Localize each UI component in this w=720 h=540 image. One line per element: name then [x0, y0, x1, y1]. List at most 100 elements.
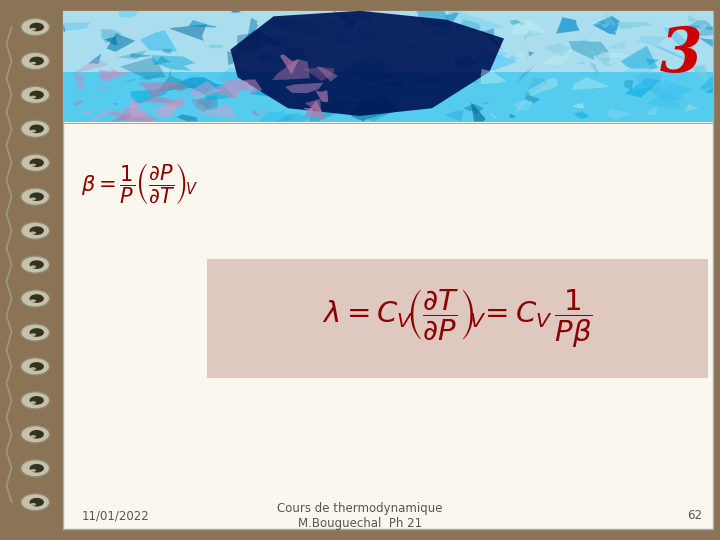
Ellipse shape: [21, 188, 50, 205]
Ellipse shape: [30, 328, 44, 337]
Polygon shape: [687, 21, 713, 37]
Ellipse shape: [30, 28, 36, 30]
Ellipse shape: [30, 62, 36, 64]
Polygon shape: [157, 69, 200, 92]
Polygon shape: [191, 99, 215, 112]
Polygon shape: [272, 59, 310, 80]
Ellipse shape: [30, 401, 36, 404]
Polygon shape: [81, 111, 93, 116]
Polygon shape: [280, 54, 299, 75]
Polygon shape: [701, 87, 713, 94]
Polygon shape: [460, 20, 481, 33]
Ellipse shape: [30, 130, 36, 132]
Polygon shape: [327, 31, 356, 43]
Polygon shape: [133, 97, 161, 103]
Polygon shape: [416, 11, 451, 27]
Polygon shape: [345, 59, 351, 62]
Polygon shape: [621, 46, 658, 70]
Ellipse shape: [21, 120, 50, 138]
Polygon shape: [480, 28, 495, 41]
Ellipse shape: [30, 260, 44, 269]
Polygon shape: [509, 114, 516, 118]
Polygon shape: [404, 44, 415, 48]
Polygon shape: [130, 87, 171, 106]
Polygon shape: [285, 83, 323, 93]
Polygon shape: [445, 111, 464, 122]
Polygon shape: [693, 65, 706, 73]
Polygon shape: [596, 52, 630, 58]
Polygon shape: [304, 107, 313, 111]
Polygon shape: [188, 20, 217, 28]
Polygon shape: [266, 19, 319, 37]
Polygon shape: [249, 78, 283, 96]
Polygon shape: [252, 111, 259, 116]
Polygon shape: [316, 66, 338, 82]
Polygon shape: [63, 23, 90, 31]
Ellipse shape: [30, 125, 44, 133]
Polygon shape: [138, 82, 181, 99]
Ellipse shape: [21, 494, 50, 511]
Polygon shape: [517, 52, 526, 65]
Polygon shape: [303, 47, 325, 63]
Polygon shape: [400, 76, 432, 84]
Polygon shape: [509, 20, 521, 25]
Polygon shape: [333, 11, 366, 26]
Polygon shape: [413, 74, 418, 76]
Ellipse shape: [30, 498, 44, 507]
Polygon shape: [516, 100, 527, 112]
Polygon shape: [122, 107, 158, 122]
Polygon shape: [663, 28, 693, 49]
Polygon shape: [356, 102, 396, 122]
Polygon shape: [209, 45, 222, 48]
Polygon shape: [89, 109, 110, 122]
Polygon shape: [624, 80, 634, 92]
Polygon shape: [658, 30, 669, 36]
Ellipse shape: [30, 158, 44, 167]
Polygon shape: [264, 54, 281, 67]
Ellipse shape: [30, 464, 44, 472]
Polygon shape: [524, 78, 549, 96]
Polygon shape: [312, 24, 325, 37]
Ellipse shape: [30, 96, 36, 98]
Polygon shape: [524, 95, 540, 103]
Polygon shape: [574, 111, 590, 119]
Bar: [63, 11, 713, 122]
Polygon shape: [595, 90, 615, 95]
Polygon shape: [454, 56, 477, 70]
Polygon shape: [118, 11, 140, 18]
Polygon shape: [654, 46, 687, 61]
Polygon shape: [569, 41, 609, 60]
Polygon shape: [471, 103, 485, 122]
Polygon shape: [197, 96, 217, 110]
Polygon shape: [647, 107, 657, 115]
Polygon shape: [611, 64, 670, 91]
Ellipse shape: [21, 52, 50, 70]
Polygon shape: [600, 23, 609, 28]
Polygon shape: [230, 11, 241, 12]
Polygon shape: [170, 24, 207, 41]
Polygon shape: [107, 97, 129, 112]
Polygon shape: [609, 42, 626, 49]
Ellipse shape: [30, 232, 36, 234]
Polygon shape: [660, 78, 693, 101]
Polygon shape: [469, 77, 477, 83]
Polygon shape: [572, 77, 608, 90]
Polygon shape: [245, 30, 282, 47]
Polygon shape: [99, 86, 107, 90]
Text: 62: 62: [687, 509, 702, 522]
Polygon shape: [110, 68, 124, 77]
Polygon shape: [556, 17, 580, 33]
Polygon shape: [416, 75, 442, 84]
Polygon shape: [107, 110, 134, 121]
Polygon shape: [175, 74, 209, 93]
Polygon shape: [257, 53, 272, 63]
Ellipse shape: [21, 392, 50, 409]
Polygon shape: [111, 103, 118, 105]
Polygon shape: [247, 18, 259, 39]
Polygon shape: [688, 15, 699, 22]
Ellipse shape: [30, 430, 44, 438]
Polygon shape: [238, 79, 262, 94]
Polygon shape: [237, 32, 264, 52]
Ellipse shape: [30, 362, 44, 371]
Polygon shape: [153, 56, 171, 65]
